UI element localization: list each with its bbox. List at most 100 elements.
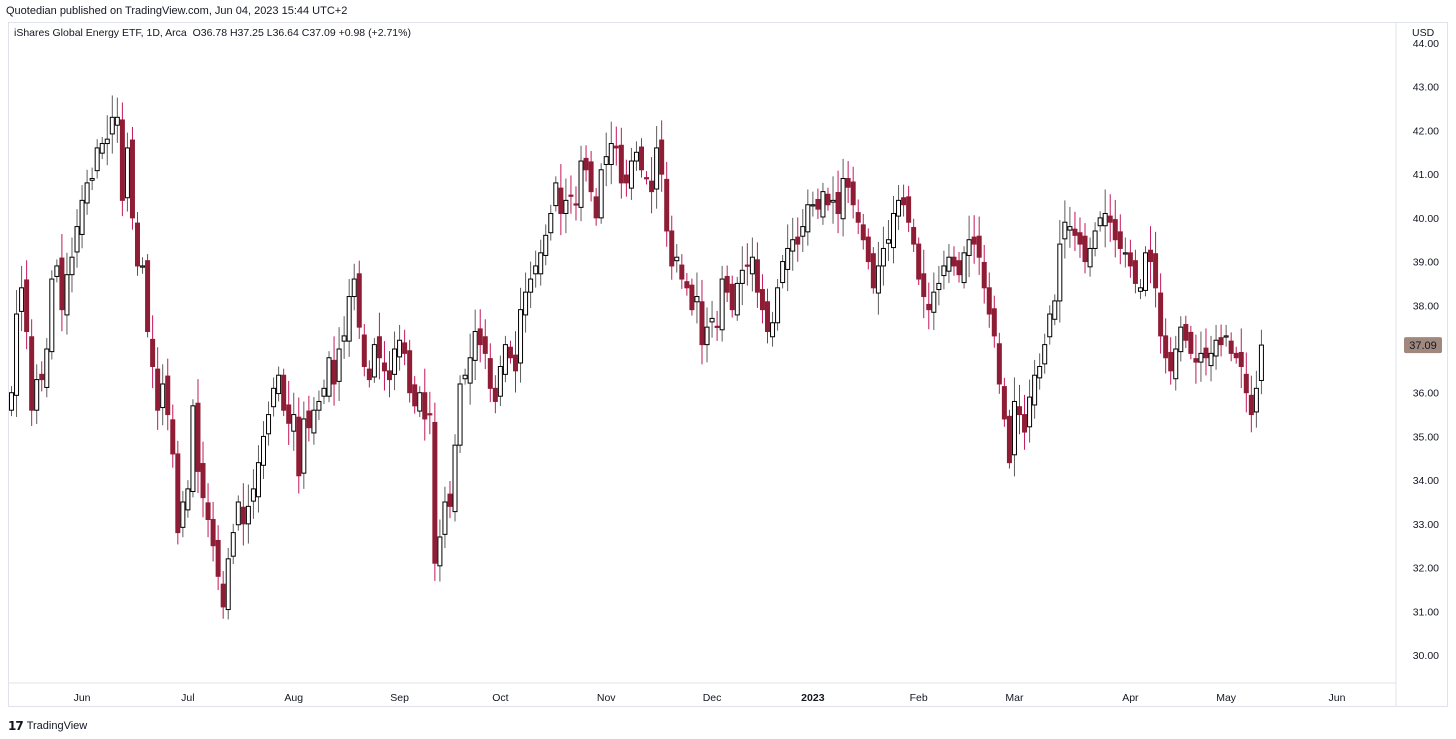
candle-body [1057,243,1063,302]
candle-body [608,143,614,166]
candle-body [240,506,246,525]
candle-body [185,488,191,511]
candle-body [84,182,90,204]
candle-body [245,505,251,525]
candle-body [1052,300,1058,320]
candle-body [1253,387,1259,413]
candle-body [563,199,569,214]
candle-body [644,177,650,180]
price-tick-label: 44.00 [1413,38,1439,50]
candle-body [155,368,161,411]
candle-body [175,453,181,534]
ohlc-high: H37.25 [229,27,264,39]
candle-body [770,322,776,338]
candle-body [104,138,110,145]
last-price-tag: 37.09 [1404,337,1442,354]
candle-body [805,204,811,233]
candle-body [623,174,629,184]
candle-body [518,309,524,364]
price-tick-label: 34.00 [1413,475,1439,487]
symbol-name[interactable]: iShares Global Energy ETF, 1D, Arca [14,27,187,39]
time-tick-label: Sep [390,692,409,704]
candle-body [885,239,891,244]
candle-body [724,275,730,293]
candle-body [140,265,146,268]
time-tick-label: Jul [181,692,194,704]
candle-body [523,291,529,316]
candle-body [598,169,604,219]
candle-body [1122,252,1128,255]
candle-body [407,350,413,394]
published-note: Quotedian published on TradingView.com, … [6,5,348,17]
candle-body [800,226,806,237]
candle-body [880,247,886,267]
candle-body [956,260,962,276]
candle-body [271,387,277,408]
candle-body [613,145,619,149]
candle-body [891,212,896,249]
candle-body [901,197,907,206]
candle-body [815,198,821,210]
candle-body [1208,352,1214,367]
candle-body [1223,335,1229,338]
candle-body [502,344,508,375]
candle-body [649,180,655,193]
candle-body [739,269,745,284]
ohlc-close: C37.09 [301,27,336,39]
chart-pane[interactable] [8,22,1448,707]
candle-body [775,287,781,324]
candle-body [1077,232,1083,245]
candle-body [255,462,261,498]
candle-body [568,194,574,197]
candle-body [1117,231,1123,249]
price-tick-label: 42.00 [1413,125,1439,137]
last-price-box [1404,337,1442,354]
candle-body [59,257,65,311]
time-tick-label: Aug [284,692,303,704]
candle-body [749,256,755,275]
candle-body [996,343,1002,385]
candle-body [39,373,45,381]
candle-body [689,284,695,311]
candle-body [472,331,478,361]
candle-body [311,409,317,434]
candle-body [1158,292,1164,337]
candle-body [961,252,967,284]
candle-body [44,348,50,388]
candle-body [135,222,140,267]
candle-body [1072,228,1078,236]
candle-body [684,281,690,289]
candle-body [533,265,539,275]
candle-body [865,236,871,263]
candle-body [235,501,241,526]
candle-body [341,335,347,342]
candle-body [679,264,685,280]
candle-body [437,536,443,567]
candle-body [976,235,982,258]
candle-body [1143,252,1148,291]
candle-body [896,199,902,217]
candle-body [860,224,866,241]
candle-body [729,283,735,311]
candle-body [306,410,312,429]
candle-body [124,147,130,199]
candle-body [850,181,856,206]
candle-body [432,421,438,564]
candle-body [14,313,20,396]
candle-body [427,413,433,416]
time-axis[interactable]: Jun Jul Aug Sep Oct Nov Dec 2023 Feb Mar Apr May Jun [74,692,1346,704]
candle-body [633,151,639,162]
candle-body [1022,414,1028,433]
candle-body [1011,400,1017,456]
currency-label[interactable]: USD [1412,27,1435,39]
candle-body [528,278,534,293]
candle-body [694,296,700,303]
candle-body [225,558,231,611]
candle-body [573,203,579,206]
candle-body [971,236,977,245]
candle-body [1062,221,1068,240]
tradingview-footer[interactable]: 17 TradingView [8,717,87,735]
candle-body [991,308,997,337]
candle-body [1067,226,1073,231]
